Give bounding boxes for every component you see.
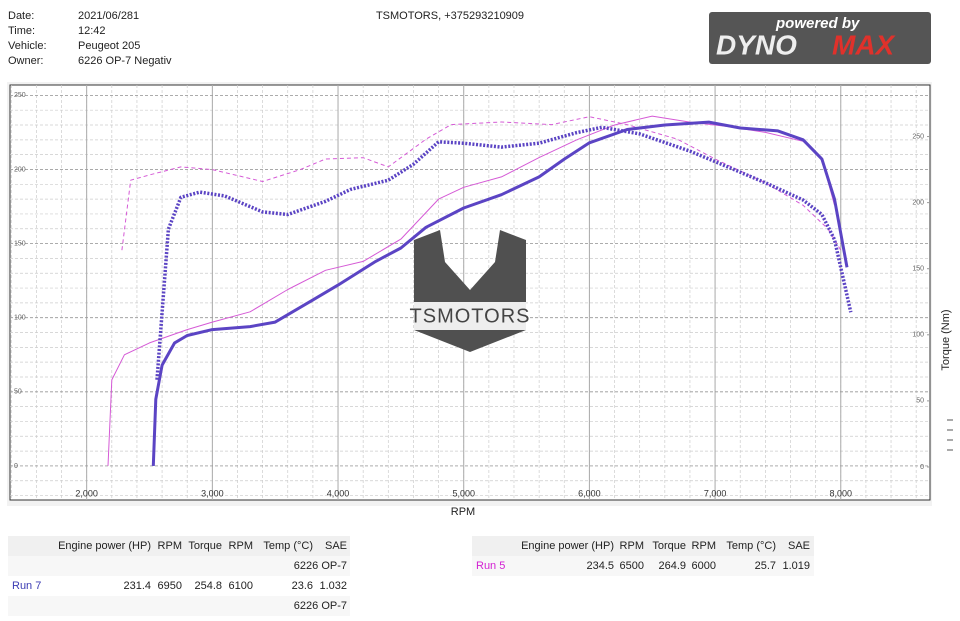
column-header: SAE bbox=[788, 540, 810, 552]
field-label: Date: bbox=[8, 10, 34, 22]
row-note: 6226 OP-7 bbox=[294, 560, 347, 572]
column-header: RPM bbox=[229, 540, 253, 552]
column-header: RPM bbox=[692, 540, 716, 552]
table-cell: 23.6 bbox=[292, 580, 313, 592]
x-tick-label: 8,000 bbox=[829, 488, 852, 498]
x-tick-label: 4,000 bbox=[327, 488, 350, 498]
column-header: Temp (°C) bbox=[263, 540, 313, 552]
table-cell: 6100 bbox=[229, 580, 253, 592]
field-value: 12:42 bbox=[78, 25, 106, 37]
field-value: Peugeot 205 bbox=[78, 40, 140, 52]
series-line bbox=[151, 120, 849, 466]
y-tick-label: 0 bbox=[14, 463, 18, 470]
column-header: Engine power (HP) bbox=[521, 540, 614, 552]
table-cell: 6950 bbox=[158, 580, 182, 592]
table-cell: 234.5 bbox=[586, 560, 614, 572]
field-value: 6226 OP-7 Negativ bbox=[78, 55, 172, 67]
x-tick-label: 2,000 bbox=[75, 488, 98, 498]
column-header: SAE bbox=[325, 540, 347, 552]
field-label: Vehicle: bbox=[8, 40, 47, 52]
side-marks bbox=[947, 419, 953, 451]
logo-brand: MAX bbox=[832, 29, 897, 60]
y-tick-label: 200 bbox=[14, 166, 26, 173]
column-header: RPM bbox=[158, 540, 182, 552]
y2-tick-label: 200 bbox=[912, 199, 924, 206]
column-header: Temp (°C) bbox=[726, 540, 776, 552]
y2-tick-label: 150 bbox=[912, 266, 924, 273]
column-header: RPM bbox=[620, 540, 644, 552]
watermark-text: TSMOTORS bbox=[410, 305, 531, 327]
y-tick-label: 50 bbox=[14, 389, 22, 396]
table-cell: 264.9 bbox=[658, 560, 686, 572]
table-cell: 254.8 bbox=[194, 580, 222, 592]
logo-tagline: powered by bbox=[775, 15, 860, 32]
field-label: Time: bbox=[8, 25, 35, 37]
table-cell: 25.7 bbox=[755, 560, 776, 572]
run-label: Run 5 bbox=[476, 560, 505, 572]
field-label: Owner: bbox=[8, 55, 43, 67]
shop-info: TSMOTORS, +375293210909 bbox=[376, 10, 524, 22]
y2-tick-label: 250 bbox=[912, 133, 924, 140]
table-header-bg bbox=[8, 536, 350, 556]
table-cell: 1.019 bbox=[782, 560, 810, 572]
y-tick-label: 250 bbox=[14, 92, 26, 99]
field-value: 2021/06/281 bbox=[78, 10, 139, 22]
logo: powered by DYNO MAX bbox=[709, 12, 931, 64]
y2-axis-label: Torque (Nm) bbox=[940, 309, 952, 370]
x-tick-label: 6,000 bbox=[578, 488, 601, 498]
y2-tick-label: 50 bbox=[916, 398, 924, 405]
column-header: Torque bbox=[188, 540, 222, 552]
watermark: TSMOTORS bbox=[410, 230, 531, 352]
logo-brand: DYNO bbox=[716, 29, 797, 60]
column-header: Engine power (HP) bbox=[58, 540, 151, 552]
x-tick-label: 3,000 bbox=[201, 488, 224, 498]
table-row-bg bbox=[8, 556, 350, 576]
table-cell: 231.4 bbox=[123, 580, 151, 592]
y2-tick-label: 0 bbox=[920, 464, 924, 471]
table-row-bg bbox=[8, 596, 350, 616]
logo-box bbox=[709, 12, 931, 64]
x-tick-label: 7,000 bbox=[704, 488, 727, 498]
table-header-bg bbox=[472, 536, 814, 556]
column-header: Torque bbox=[652, 540, 686, 552]
table-cell: 1.032 bbox=[319, 580, 347, 592]
y2-tick-label: 100 bbox=[912, 332, 924, 339]
row-note: 6226 OP-7 bbox=[294, 600, 347, 612]
run-label: Run 7 bbox=[12, 580, 41, 592]
watermark-band bbox=[414, 302, 526, 330]
x-tick-label: 5,000 bbox=[452, 488, 475, 498]
table-cell: 6000 bbox=[692, 560, 716, 572]
y-tick-label: 100 bbox=[14, 315, 26, 322]
y-tick-label: 150 bbox=[14, 240, 26, 247]
x-axis-label: RPM bbox=[451, 506, 475, 518]
table-cell: 6500 bbox=[620, 560, 644, 572]
table-row-bg bbox=[472, 556, 814, 576]
